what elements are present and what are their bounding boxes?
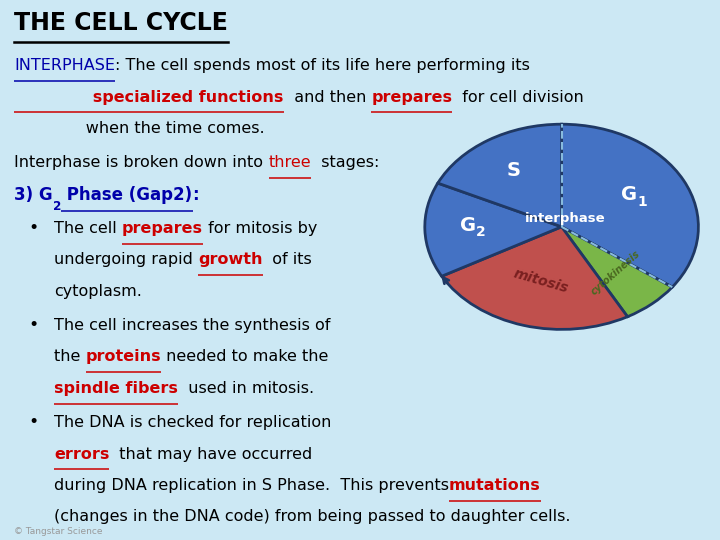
Text: •: • <box>29 316 39 334</box>
Text: •: • <box>29 219 39 237</box>
Text: mutations: mutations <box>449 478 541 493</box>
Text: spindle fibers: spindle fibers <box>54 381 178 396</box>
Text: The cell increases the synthesis of: The cell increases the synthesis of <box>54 318 330 333</box>
Text: THE CELL CYCLE: THE CELL CYCLE <box>14 11 228 35</box>
Text: errors: errors <box>54 447 109 462</box>
Wedge shape <box>425 183 562 276</box>
Text: of its: of its <box>263 252 312 267</box>
Text: cytokinesis: cytokinesis <box>590 249 642 297</box>
Text: for cell division: for cell division <box>452 90 584 105</box>
Text: INTERPHASE: INTERPHASE <box>14 58 115 73</box>
Text: 3) G: 3) G <box>14 186 53 204</box>
Text: stages:: stages: <box>311 156 379 170</box>
Text: used in mitosis.: used in mitosis. <box>178 381 314 396</box>
Text: during DNA replication in S Phase.  This prevents: during DNA replication in S Phase. This … <box>54 478 449 493</box>
Text: specialized functions: specialized functions <box>14 90 284 105</box>
Text: needed to make the: needed to make the <box>161 349 328 364</box>
Text: undergoing rapid: undergoing rapid <box>54 252 198 267</box>
Text: three: three <box>269 156 311 170</box>
Text: proteins: proteins <box>86 349 161 364</box>
Text: prepares: prepares <box>372 90 452 105</box>
Text: and then: and then <box>284 90 372 105</box>
Text: •: • <box>29 413 39 431</box>
Text: Phase (Gap2): Phase (Gap2) <box>61 186 192 204</box>
Text: S: S <box>507 161 521 180</box>
Text: The DNA is checked for replication: The DNA is checked for replication <box>54 415 331 430</box>
Text: when the time comes.: when the time comes. <box>14 121 265 136</box>
Text: : The cell spends most of its life here performing its: : The cell spends most of its life here … <box>115 58 530 73</box>
Wedge shape <box>438 124 562 227</box>
Text: cytoplasm.: cytoplasm. <box>54 284 142 299</box>
Text: for mitosis by: for mitosis by <box>203 221 318 236</box>
Text: 1: 1 <box>637 194 647 208</box>
Text: interphase: interphase <box>525 212 606 225</box>
Text: Interphase is broken down into: Interphase is broken down into <box>14 156 269 170</box>
Text: that may have occurred: that may have occurred <box>109 447 312 462</box>
Text: prepares: prepares <box>122 221 203 236</box>
Wedge shape <box>442 227 628 329</box>
Text: G: G <box>621 185 637 204</box>
Text: the: the <box>54 349 86 364</box>
Text: G: G <box>460 216 477 235</box>
Wedge shape <box>562 227 672 316</box>
Text: The cell: The cell <box>54 221 122 236</box>
Wedge shape <box>562 124 698 287</box>
Text: mitosis: mitosis <box>511 266 570 295</box>
Text: 2: 2 <box>476 225 485 239</box>
Text: (changes in the DNA code) from being passed to daughter cells.: (changes in the DNA code) from being pas… <box>54 509 570 524</box>
Text: © Tangstar Science: © Tangstar Science <box>14 526 103 536</box>
Text: :: : <box>192 186 199 204</box>
Text: 2: 2 <box>53 200 61 213</box>
Text: growth: growth <box>198 252 263 267</box>
